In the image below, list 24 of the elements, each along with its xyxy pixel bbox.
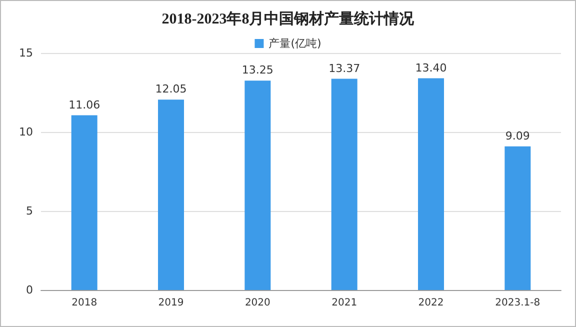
bar xyxy=(418,78,444,290)
y-tick-label: 5 xyxy=(26,204,33,218)
bar xyxy=(158,100,184,290)
text: 9.09 xyxy=(505,129,530,142)
text: 13.40 xyxy=(415,61,447,74)
y-tick-label: 0 xyxy=(26,284,33,296)
text: 13.37 xyxy=(328,62,360,75)
text: 11.06 xyxy=(68,98,100,112)
y-tick-label: 15 xyxy=(19,46,33,60)
x-tick-label: 2020 xyxy=(244,298,270,308)
y-tick-label: 10 xyxy=(19,126,33,138)
bar xyxy=(504,146,531,290)
chart-title: 2018-2023年8月中国钢材产量统计情况 xyxy=(162,10,416,28)
bar xyxy=(244,80,271,290)
x-tick-label: 2018 xyxy=(72,298,98,308)
bar xyxy=(331,78,358,290)
bar xyxy=(71,115,98,290)
x-tick-label: 2022 xyxy=(418,298,444,308)
x-tick-label: 2023.1-8 xyxy=(495,298,540,308)
x-tick-label: 2021 xyxy=(332,298,358,308)
text: 13.25 xyxy=(242,64,274,77)
legend-label: 产量(亿吨) xyxy=(268,37,322,50)
x-tick-label: 2019 xyxy=(158,298,184,308)
text: 12.05 xyxy=(155,82,187,96)
